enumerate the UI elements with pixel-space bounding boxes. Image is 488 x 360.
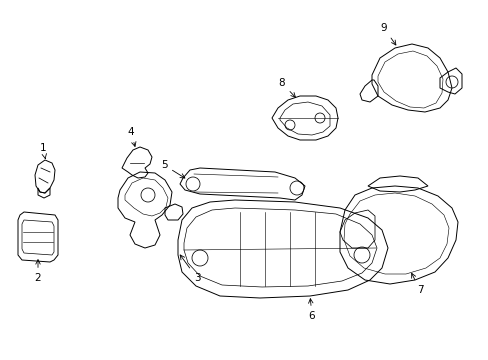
Text: 2: 2 <box>35 260 41 283</box>
Text: 8: 8 <box>278 78 295 97</box>
Text: 3: 3 <box>180 255 200 283</box>
Text: 5: 5 <box>161 160 184 178</box>
Text: 1: 1 <box>40 143 46 159</box>
Text: 4: 4 <box>127 127 136 147</box>
Text: 7: 7 <box>411 273 423 295</box>
Text: 9: 9 <box>380 23 395 45</box>
Text: 6: 6 <box>308 299 315 321</box>
